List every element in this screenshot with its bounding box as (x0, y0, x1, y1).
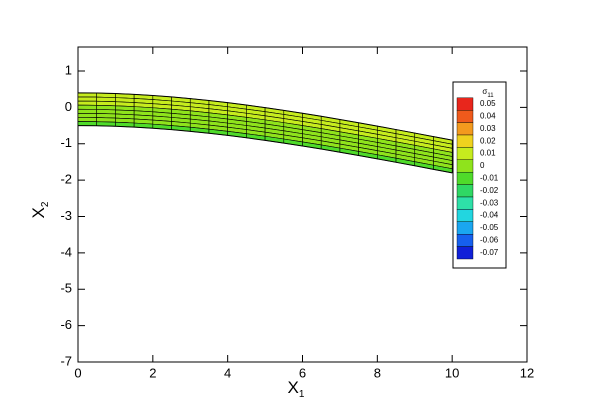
mesh-cell (77, 96, 98, 102)
legend-swatch (456, 246, 474, 260)
y-tick-label: 0 (65, 99, 72, 114)
legend-label: -0.05 (480, 223, 499, 232)
y-tick-label: -4 (60, 244, 72, 259)
legend-label: 0.01 (480, 149, 496, 158)
x-tick-label: 8 (374, 365, 381, 380)
y-tick-label: -2 (60, 172, 72, 187)
x-tick-label: 12 (520, 365, 534, 380)
legend-label: 0.02 (480, 136, 496, 145)
legend-swatch (456, 196, 474, 210)
legend-label: 0.05 (480, 99, 496, 108)
y-axis-title-base: X (29, 207, 48, 218)
y-tick-label: -7 (60, 353, 72, 368)
y-tick-label: -6 (60, 317, 72, 332)
legend-swatch (456, 134, 474, 148)
legend-swatch (456, 184, 474, 198)
mesh-cell (77, 112, 98, 118)
mesh-edge (77, 92, 453, 141)
y-tick-label: 1 (65, 62, 72, 77)
mesh-cell (77, 108, 98, 114)
y-axis-title-sub: 2 (40, 201, 51, 207)
legend-title: σ11 (482, 87, 494, 98)
legend-label: -0.04 (480, 211, 499, 220)
mesh-cell (77, 100, 98, 106)
x-tick-label: 0 (74, 365, 81, 380)
legend-title-base: σ (482, 87, 487, 96)
x-tick-label: 2 (149, 365, 156, 380)
y-tick-label: -3 (60, 208, 72, 223)
legend-label: -0.02 (480, 186, 499, 195)
x-axis-title-sub: 1 (299, 389, 305, 400)
legend-swatch (456, 109, 474, 123)
mesh-edge (77, 125, 453, 174)
x-axis-title: X1 (288, 378, 305, 399)
legend-swatch (456, 147, 474, 160)
mesh-cell (77, 104, 98, 110)
legend-label: 0.03 (480, 124, 496, 133)
legend-swatch (456, 221, 474, 235)
x-tick-label: 6 (299, 365, 306, 380)
x-tick-label: 10 (445, 365, 459, 380)
legend-swatch (456, 159, 474, 173)
x-tick-label: 4 (224, 365, 231, 380)
legend-swatch (456, 97, 474, 111)
legend-label: 0 (480, 161, 485, 170)
mesh-cell (77, 117, 98, 122)
legend-label: -0.06 (480, 236, 499, 245)
legend-label: 0.04 (480, 112, 496, 121)
legend-swatch (456, 233, 474, 247)
x-axis-title-base: X (288, 378, 299, 397)
legend-title-sub: 11 (487, 93, 494, 99)
legend-label: -0.07 (480, 248, 499, 257)
legend-label: -0.03 (480, 198, 499, 207)
y-tick-label: -5 (60, 281, 72, 296)
legend-swatch (456, 209, 474, 222)
legend-label: -0.01 (480, 174, 499, 183)
y-tick-label: -1 (60, 135, 72, 150)
legend-swatch (456, 171, 474, 185)
legend-swatch (456, 122, 474, 136)
y-axis-title: X2 (29, 201, 50, 218)
